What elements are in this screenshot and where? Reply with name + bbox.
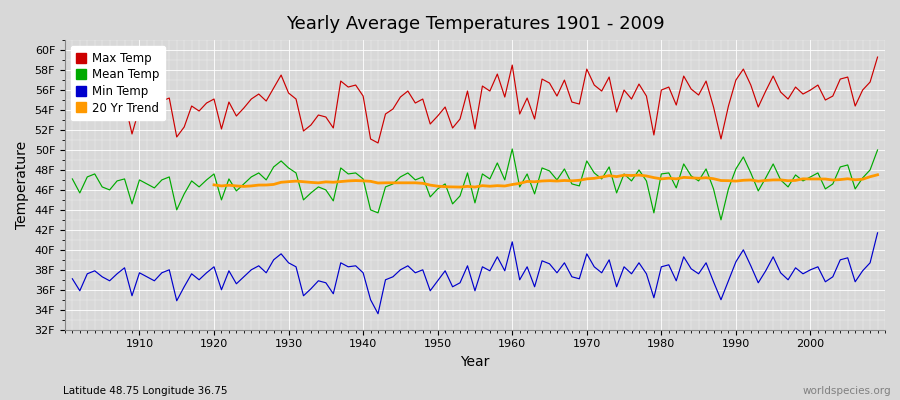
- X-axis label: Year: Year: [460, 355, 490, 369]
- Legend: Max Temp, Mean Temp, Min Temp, 20 Yr Trend: Max Temp, Mean Temp, Min Temp, 20 Yr Tre…: [71, 46, 166, 120]
- Y-axis label: Temperature: Temperature: [15, 141, 29, 229]
- Text: worldspecies.org: worldspecies.org: [803, 386, 891, 396]
- Title: Yearly Average Temperatures 1901 - 2009: Yearly Average Temperatures 1901 - 2009: [285, 15, 664, 33]
- Text: Latitude 48.75 Longitude 36.75: Latitude 48.75 Longitude 36.75: [63, 386, 228, 396]
